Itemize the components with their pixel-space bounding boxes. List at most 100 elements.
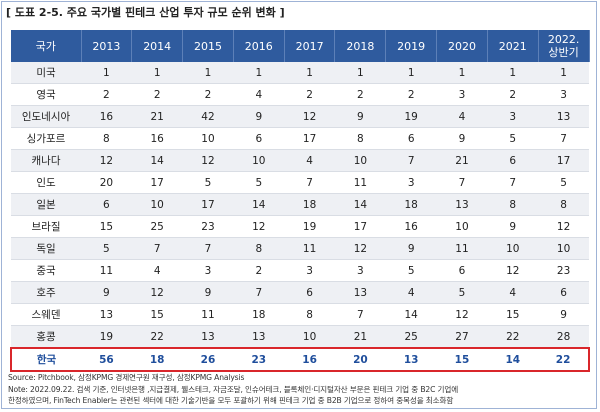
rank-cell: 5	[538, 171, 589, 194]
rank-cell: 8	[538, 193, 589, 216]
rank-cell: 4	[284, 149, 335, 172]
rank-cell: 2	[131, 83, 183, 106]
rank-cell: 1	[182, 62, 234, 84]
rank-cell: 14	[131, 149, 183, 172]
rank-cell: 11	[284, 237, 335, 260]
rank-cell: 11	[334, 171, 386, 194]
rank-cell: 5	[233, 171, 285, 194]
country-cell: 인도네시아	[11, 105, 81, 128]
rank-cell: 23	[233, 347, 285, 372]
rank-cell: 16	[131, 127, 183, 150]
rank-cell: 21	[436, 149, 488, 172]
rank-cell: 27	[436, 325, 488, 349]
rank-cell: 1	[81, 62, 132, 84]
note-line: Source: Pitchbook, 삼정KPMG 경제연구원 재구성, 삼정K…	[8, 373, 245, 382]
note-line: Note: 2022.09.22. 검색 기준, 인터넷은행 ,지급결제, 웰스…	[8, 384, 459, 394]
rank-cell: 16	[385, 215, 437, 238]
table-row: 중국 11 4 3 2 3 3 5 6 12 23	[11, 259, 589, 282]
rank-cell: 6	[436, 259, 488, 282]
rank-cell: 9	[436, 127, 488, 150]
rank-cell: 22	[131, 325, 183, 349]
rank-cell: 12	[436, 303, 488, 326]
rank-cell: 1	[131, 62, 183, 84]
rank-cell: 6	[81, 193, 132, 216]
rank-cell: 11	[182, 303, 234, 326]
country-cell: 중국	[11, 259, 81, 282]
rank-cell: 7	[284, 171, 335, 194]
country-cell: 홍콩	[11, 325, 81, 349]
table-row: 캐나다 12 14 12 10 4 10 7 21 6 17	[11, 149, 589, 172]
rank-cell: 10	[233, 149, 285, 172]
rank-cell: 15	[487, 303, 539, 326]
table-row: 브라질 15 25 23 12 19 17 16 10 9 12	[11, 215, 589, 238]
rank-cell: 14	[487, 347, 539, 372]
rank-cell: 7	[436, 171, 488, 194]
country-cell: 미국	[11, 62, 81, 84]
rank-cell: 7	[182, 237, 234, 260]
rank-cell: 13	[182, 325, 234, 349]
rank-cell: 12	[81, 149, 132, 172]
header-cell: 2018	[334, 30, 387, 62]
title: [ 도표 2-5. 주요 국가별 핀테크 산업 투자 규모 순위 변화 ]	[6, 6, 285, 19]
rank-cell: 3	[182, 259, 234, 282]
rank-cell: 13	[334, 281, 386, 304]
rank-cell: 56	[81, 347, 132, 372]
rank-cell: 17	[538, 149, 589, 172]
rank-cell: 12	[233, 215, 285, 238]
rank-cell: 8	[284, 303, 335, 326]
rank-cell: 11	[81, 259, 132, 282]
rank-cell: 13	[233, 325, 285, 349]
rank-cell: 7	[334, 303, 386, 326]
rank-cell: 5	[81, 237, 132, 260]
rank-cell: 25	[385, 325, 437, 349]
rank-cell: 2	[81, 83, 132, 106]
header-cell: 2014	[131, 30, 184, 62]
rank-cell: 3	[538, 83, 589, 106]
country-cell: 싱가포르	[11, 127, 81, 150]
rank-cell: 10	[182, 127, 234, 150]
rank-cell: 2	[182, 83, 234, 106]
rank-cell: 17	[284, 127, 335, 150]
rank-cell: 26	[182, 347, 234, 372]
rank-cell: 13	[538, 105, 589, 128]
table-row: 미국 1 1 1 1 1 1 1 1 1 1	[11, 62, 589, 84]
rank-cell: 4	[131, 259, 183, 282]
rank-cell: 6	[233, 127, 285, 150]
rank-cell: 7	[385, 149, 437, 172]
table-row: 한국 56 18 26 23 16 20 13 15 14 22	[10, 347, 590, 372]
rank-cell: 1	[538, 62, 589, 84]
rank-cell: 8	[487, 193, 539, 216]
header-cell: 2019	[385, 30, 438, 62]
rank-cell: 15	[81, 215, 132, 238]
table-body: 미국 1 1 1 1 1 1 1 1 1 1 영국 2 2 2 4 2 2 2 3 2 3 인도네시아 16 21 42 9 12 9 1…	[10, 62, 590, 372]
header-cell: 국가	[11, 30, 82, 62]
rank-cell: 12	[334, 237, 386, 260]
rank-cell: 4	[385, 281, 437, 304]
rank-cell: 1	[385, 62, 437, 84]
rank-cell: 19	[81, 325, 132, 349]
rank-cell: 25	[131, 215, 183, 238]
rank-cell: 19	[385, 105, 437, 128]
rank-cell: 10	[487, 237, 539, 260]
rank-cell: 9	[538, 303, 589, 326]
rank-cell: 3	[385, 171, 437, 194]
rank-cell: 3	[436, 83, 488, 106]
rank-cell: 14	[385, 303, 437, 326]
rank-cell: 19	[284, 215, 335, 238]
rank-cell: 9	[385, 237, 437, 260]
rank-cell: 10	[334, 149, 386, 172]
header-cell: 2021	[487, 30, 539, 62]
rank-cell: 4	[233, 83, 285, 106]
table-row: 독일 5 7 7 8 11 12 9 11 10 10	[11, 237, 589, 260]
table-row: 호주 9 12 9 7 6 13 4 5 4 6	[11, 281, 589, 304]
rank-cell: 1	[284, 62, 335, 84]
table-row: 일본 6 10 17 14 18 14 18 13 8 8	[11, 193, 589, 216]
rank-cell: 7	[487, 171, 539, 194]
rank-cell: 7	[131, 237, 183, 260]
rank-cell: 13	[385, 347, 437, 372]
rank-cell: 28	[538, 325, 589, 349]
rank-cell: 3	[284, 259, 335, 282]
country-cell: 호주	[11, 281, 81, 304]
rank-cell: 12	[538, 215, 589, 238]
